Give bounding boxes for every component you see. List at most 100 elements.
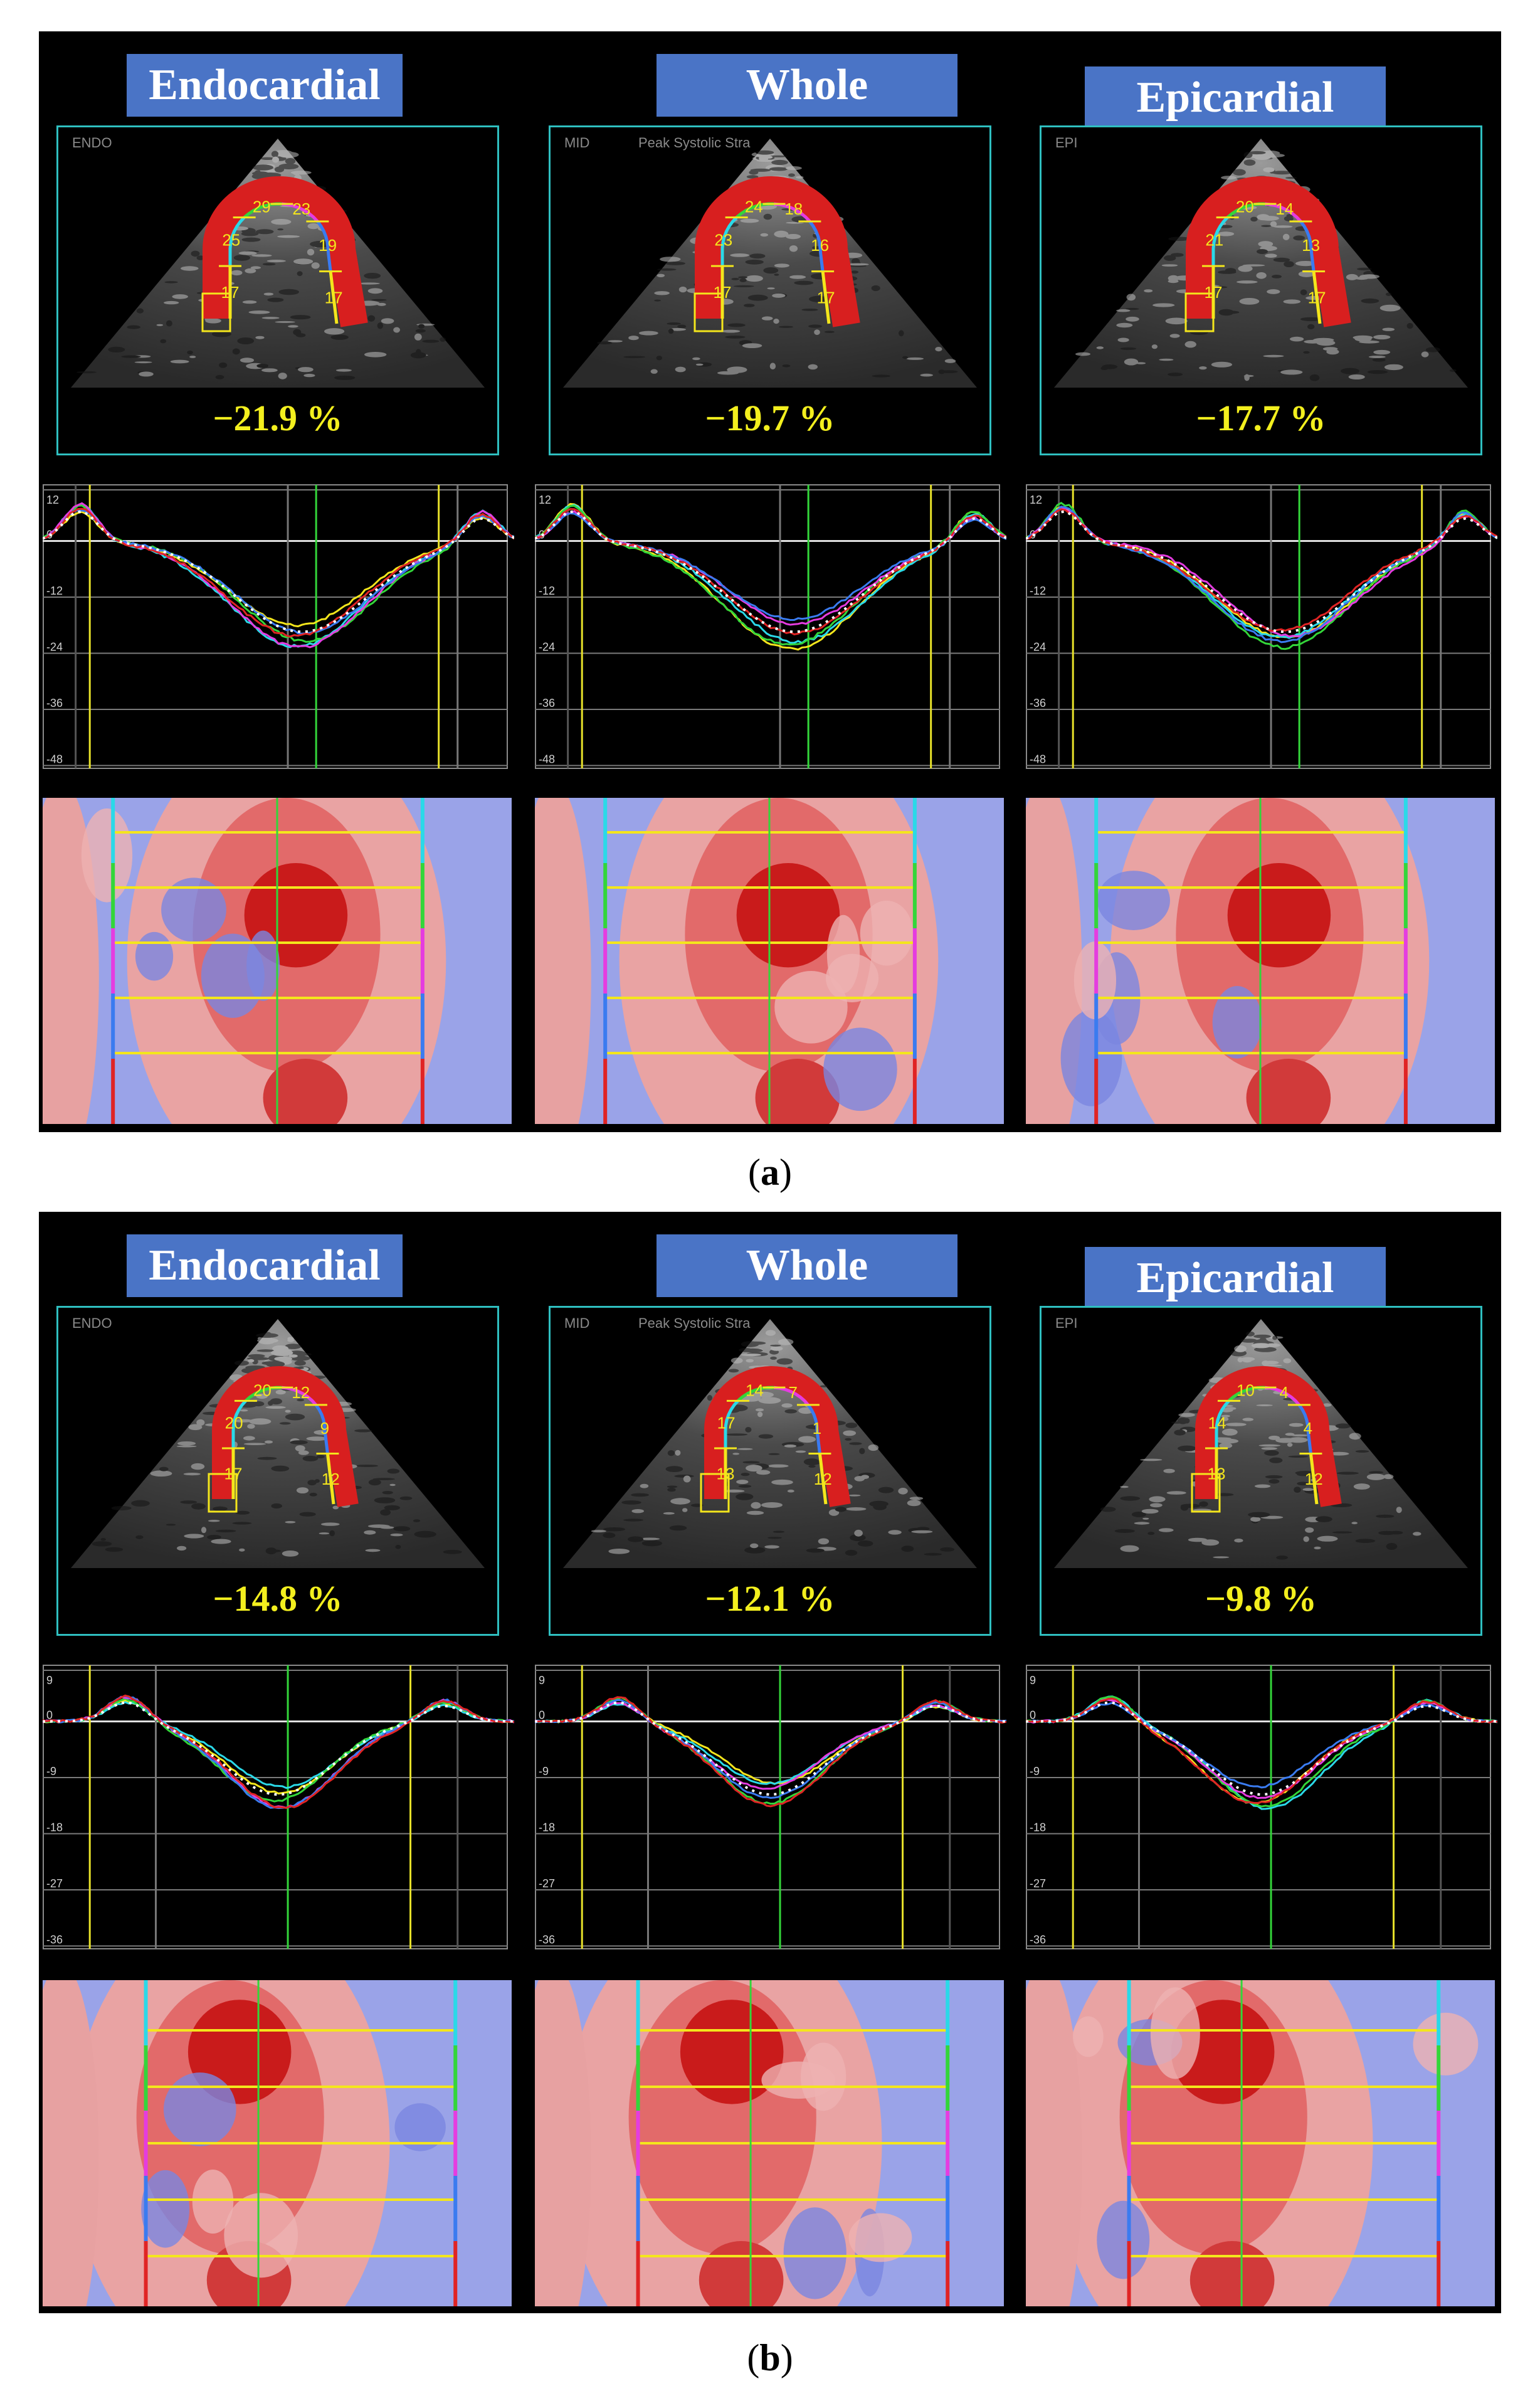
segment-strain-label: 20 (225, 1414, 243, 1433)
segment-color-bar (1403, 798, 1408, 863)
segment-color-bar (1094, 798, 1099, 863)
view-subtitle: Peak Systolic Stra (638, 135, 751, 151)
segment-strain-label: 14 (1208, 1414, 1226, 1433)
segment-color-bar (603, 994, 608, 1059)
segment-strain-label: 17 (717, 1414, 736, 1433)
segment-color-bar (1094, 928, 1099, 994)
segment-color-bar (144, 2241, 148, 2306)
segment-strain-curve (1026, 1702, 1497, 1789)
layer-title: Whole (657, 1234, 957, 1297)
segment-strain-label: 29 (253, 198, 271, 216)
echo-view-panel: 13 14 10 4 4 12 EPI −9.8 % (1040, 1306, 1482, 1636)
echo-view-panel: 17 25 29 23 19 17 ENDO −21.9 % (56, 125, 499, 455)
endocardial-contour-segment (821, 271, 831, 324)
y-tick-label: -27 (539, 1877, 555, 1890)
segment-color-bar (111, 798, 115, 863)
segment-color-bar (946, 2111, 950, 2176)
segment-strain-label: 1 (813, 1419, 821, 1438)
endocardial-contour-segment (1215, 1399, 1230, 1448)
segment-color-bar (603, 863, 608, 928)
plot-frame (43, 484, 508, 769)
y-tick-label: -9 (46, 1765, 56, 1778)
segment-color-bar (636, 1980, 640, 2045)
y-tick-label: -36 (539, 697, 555, 709)
segment-strain-label: 19 (319, 236, 337, 255)
echo-view-panel: Peak Systolic Stra 13 17 14 7 1 12 MID −12.1 % (549, 1306, 991, 1636)
ultrasound-sector (1054, 139, 1468, 388)
view-mode-label: ENDO (72, 1315, 112, 1331)
ultrasound-sector (71, 1319, 485, 1568)
segment-strain-label: 25 (222, 230, 240, 249)
segment-strain-curve (43, 509, 514, 635)
segment-color-bar (111, 863, 115, 928)
segment-strain-label: 12 (1305, 1470, 1323, 1488)
segment-strain-curve (535, 1702, 1006, 1785)
strain-heatmap-panel (535, 1980, 1004, 2306)
segment-strain-curve (43, 1697, 514, 1803)
plot-frame (1026, 484, 1491, 769)
strain-curve-plot: 9 0 -9 -18 -27 -36 (535, 1665, 1006, 1949)
y-tick-label: -24 (1030, 641, 1046, 654)
segment-strain-label: 12 (322, 1470, 340, 1488)
segment-color-bar (636, 2241, 640, 2306)
segment-strain-label: 17 (817, 288, 835, 307)
segment-color-bar (1403, 1059, 1408, 1124)
segment-color-bar (603, 1059, 608, 1124)
myocardium-strain-overlay (704, 1366, 851, 1507)
segment-color-bar (1094, 994, 1099, 1059)
strain-heatmap-panel (43, 798, 512, 1124)
segment-color-bar (1094, 1059, 1099, 1124)
segment-strain-label: 4 (1304, 1419, 1312, 1438)
strain-heatmap (535, 798, 1004, 1124)
strain-curve-panel: 9 0 -9 -18 -27 -36 (43, 1654, 514, 1955)
segment-color-bar (1437, 2111, 1441, 2176)
strain-curve-plot: 120-12-24-36-48 (1026, 484, 1497, 769)
y-tick-label: 12 (46, 494, 59, 506)
segment-strain-label: 10 (1237, 1381, 1255, 1400)
plot-frame (1026, 1665, 1491, 1949)
y-tick-label: -9 (539, 1765, 549, 1778)
segment-color-bar (636, 2045, 640, 2111)
segment-strain-curve (43, 507, 514, 638)
strain-curve-plot: 120-12-24-36-48 (43, 484, 514, 769)
y-tick-label: -48 (1030, 753, 1046, 766)
segment-strain-curve (1026, 1697, 1497, 1805)
ultrasound-sector (563, 139, 977, 388)
segment-color-bar (144, 2111, 148, 2176)
strain-curve-plot: 9 0 -9 -18 -27 -36 (43, 1665, 514, 1949)
y-tick-label: -27 (1030, 1877, 1046, 1890)
y-tick-label: -36 (46, 1934, 63, 1946)
y-tick-label: -36 (1030, 1934, 1046, 1946)
endocardial-contour-segment (806, 1404, 821, 1454)
strain-heatmap (1026, 798, 1495, 1124)
endocardial-contour-segment (1211, 216, 1229, 267)
view-subtitle: Peak Systolic Stra (638, 1315, 751, 1331)
caption-a: (a) (748, 1152, 792, 1193)
segment-strain-curve (535, 1703, 1006, 1785)
segment-strain-curve (1026, 1695, 1497, 1810)
segment-color-bar (111, 994, 115, 1059)
basal-segment-box (694, 292, 724, 332)
segment-color-bar (453, 2176, 458, 2241)
global-strain-curve (43, 1701, 514, 1796)
strain-heatmap (43, 798, 512, 1124)
segment-color-bar (420, 994, 425, 1059)
endocardial-contour-segment (1309, 1453, 1319, 1505)
y-tick-label: -36 (539, 1934, 555, 1946)
basal-segment-box (201, 292, 231, 332)
segment-strain-curve (43, 1699, 514, 1794)
basal-segment-box (1184, 292, 1215, 332)
segment-color-bar (1127, 2176, 1131, 2241)
y-tick-label: -48 (46, 753, 63, 766)
strain-curve-panel: 9 0 -9 -18 -27 -36 (535, 1654, 1006, 1955)
panel-column: Whole Peak Systolic Stra 13 17 14 7 1 12 MID −12.… (531, 1212, 1008, 2313)
figure-b: Endocardial 17 20 20 12 9 12 ENDO −14.8 % 9 0 -9 -18… (39, 1212, 1501, 2313)
endocardial-contour-segment (316, 220, 332, 272)
y-tick-label: 0 (539, 1709, 545, 1722)
segment-strain-curve (535, 512, 1006, 622)
segment-strain-curve (535, 1702, 1006, 1790)
echo-view-panel: 17 20 20 12 9 12 ENDO −14.8 % (56, 1306, 499, 1636)
segment-color-bar (111, 1059, 115, 1124)
